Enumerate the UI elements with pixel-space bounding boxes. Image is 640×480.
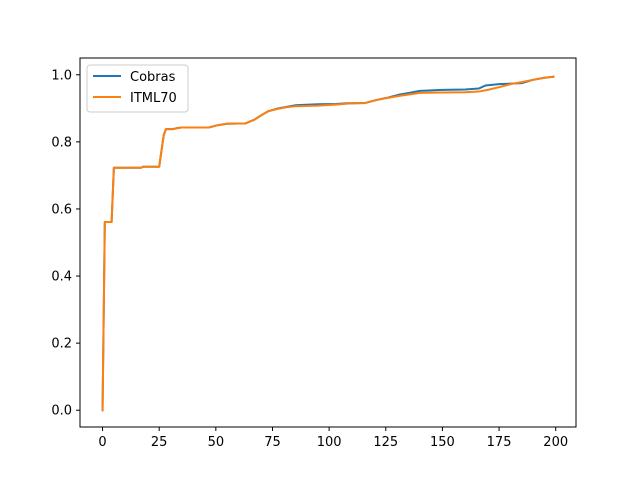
x-tick-label: 100 <box>317 435 342 450</box>
legend-label-itml70: ITML70 <box>130 91 177 106</box>
x-tick-label: 150 <box>430 435 455 450</box>
legend-label-cobras: Cobras <box>130 70 176 85</box>
y-tick-label: 0.4 <box>51 270 72 285</box>
x-axis-ticks: 0 25 50 75 100 125 150 175 200 <box>98 427 568 450</box>
x-tick-label: 75 <box>264 435 281 450</box>
series-layer <box>101 75 555 412</box>
y-tick-label: 0.6 <box>51 202 72 217</box>
plot-frame <box>79 57 577 428</box>
x-tick-label: 200 <box>543 435 568 450</box>
y-tick-label: 0.0 <box>51 404 72 419</box>
y-tick-label: 0.8 <box>51 135 72 150</box>
x-tick-label: 25 <box>151 435 168 450</box>
x-tick-label: 175 <box>487 435 512 450</box>
y-axis-ticks: 0.0 0.2 0.4 0.6 0.8 1.0 <box>51 68 80 419</box>
x-tick-label: 50 <box>208 435 225 450</box>
y-tick-label: 1.0 <box>51 68 72 83</box>
y-tick-label: 0.2 <box>51 337 72 352</box>
x-tick-label: 125 <box>373 435 398 450</box>
legend: Cobras ITML70 <box>86 64 189 113</box>
plot-area <box>80 58 576 427</box>
x-tick-label: 0 <box>98 435 106 450</box>
series-line-itml70 <box>101 75 555 412</box>
